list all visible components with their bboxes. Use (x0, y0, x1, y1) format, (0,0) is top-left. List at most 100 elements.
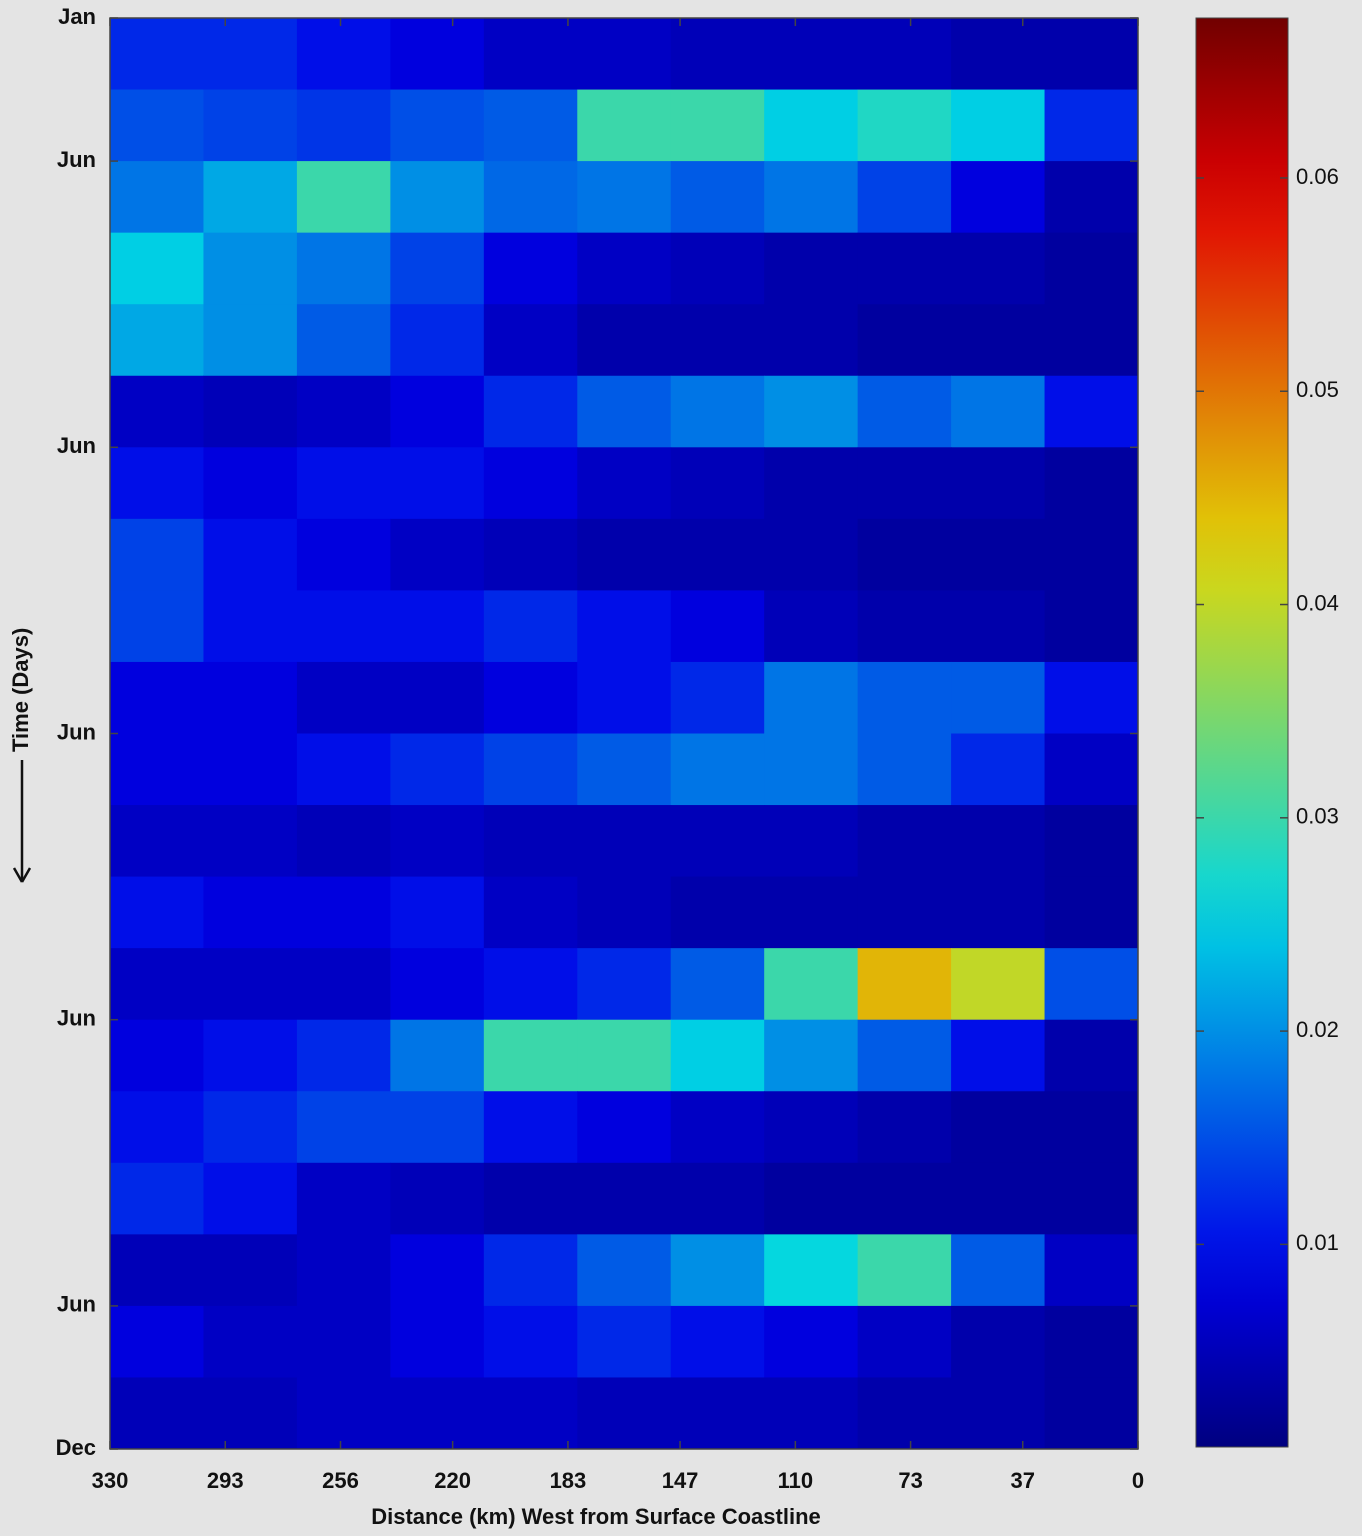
y-tick-label: Jan (58, 4, 96, 29)
colorbar-tick-label: 0.01 (1296, 1230, 1339, 1255)
x-tick-label: 220 (434, 1468, 471, 1493)
heatmap-cell (951, 805, 1046, 878)
heatmap-cell (203, 18, 298, 91)
colorbar-tick-label: 0.03 (1296, 804, 1339, 829)
heatmap-cell (203, 232, 298, 305)
heatmap-cell (577, 161, 672, 234)
heatmap-cell (670, 1019, 765, 1092)
heatmap-cell (390, 876, 485, 949)
heatmap-cell (764, 733, 859, 806)
heatmap-cell (764, 232, 859, 305)
heatmap-cell (670, 304, 765, 377)
heatmap-cell (1044, 447, 1139, 520)
y-tick-label: Jun (57, 433, 96, 458)
heatmap-cell (296, 447, 391, 520)
heatmap-cell (110, 161, 204, 234)
heatmap-cell (670, 89, 765, 162)
heatmap-cell (390, 304, 485, 377)
heatmap-cell (951, 590, 1046, 663)
heatmap-cell (203, 89, 298, 162)
heatmap-cell (951, 89, 1046, 162)
heatmap-cell (483, 18, 578, 91)
heatmap-cell (951, 1162, 1046, 1235)
heatmap-cell (483, 518, 578, 591)
heatmap-cell (390, 733, 485, 806)
heatmap-cell (1044, 89, 1139, 162)
heatmap-cell (296, 1305, 391, 1378)
heatmap-cell (577, 590, 672, 663)
heatmap-cell (110, 1162, 204, 1235)
heatmap-cell (483, 304, 578, 377)
heatmap-cell (483, 375, 578, 448)
heatmap-cell (670, 805, 765, 878)
heatmap-cell (951, 447, 1046, 520)
heatmap-cell (390, 1162, 485, 1235)
heatmap-cell (110, 89, 204, 162)
heatmap-cell (764, 447, 859, 520)
heatmap-cell (670, 876, 765, 949)
heatmap-cell (670, 161, 765, 234)
heatmap-cell (670, 18, 765, 91)
heatmap-cell (203, 161, 298, 234)
heatmap-cell (483, 1234, 578, 1307)
heatmap-cell (670, 1091, 765, 1164)
heatmap-cell (857, 518, 952, 591)
time-arrowhead (12, 867, 32, 883)
x-axis-label: Distance (km) West from Surface Coastlin… (371, 1504, 821, 1529)
heatmap-cell (483, 1377, 578, 1450)
heatmap-cell (203, 1162, 298, 1235)
heatmap-cell (390, 18, 485, 91)
heatmap-cell (764, 304, 859, 377)
heatmap-cell (203, 304, 298, 377)
heatmap-cell (110, 1305, 204, 1378)
heatmap-cell (577, 18, 672, 91)
heatmap-cell (1044, 161, 1139, 234)
x-tick-label: 37 (1010, 1468, 1034, 1493)
heatmap-cell (390, 1377, 485, 1450)
heatmap-cell (951, 948, 1046, 1021)
heatmap-cell (577, 375, 672, 448)
heatmap-cell (857, 232, 952, 305)
heatmap-cell (764, 590, 859, 663)
heatmap-cell (390, 375, 485, 448)
heatmap-cell (203, 1019, 298, 1092)
heatmap-cell (951, 232, 1046, 305)
heatmap-cell (670, 1162, 765, 1235)
heatmap-cell (951, 1091, 1046, 1164)
heatmap-cell (577, 1091, 672, 1164)
heatmap-cell (203, 447, 298, 520)
heatmap-cell (203, 1234, 298, 1307)
heatmap-cell (296, 1162, 391, 1235)
heatmap-cell (390, 1019, 485, 1092)
heatmap-cell (296, 161, 391, 234)
heatmap-cell (390, 1234, 485, 1307)
heatmap-cell (577, 948, 672, 1021)
heatmap-cell (577, 876, 672, 949)
heatmap-cell (577, 1305, 672, 1378)
heatmap-cell (857, 1019, 952, 1092)
heatmap-cell (857, 1162, 952, 1235)
heatmap-cell (296, 1019, 391, 1092)
heatmap-cell (670, 661, 765, 734)
y-tick-label: Jun (57, 147, 96, 172)
heatmap-cell (670, 1377, 765, 1450)
heatmap-cell (857, 1234, 952, 1307)
colorbar-tick-label: 0.02 (1296, 1017, 1339, 1042)
heatmap-cell (110, 1019, 204, 1092)
heatmap-cell (764, 805, 859, 878)
heatmap-cell (483, 661, 578, 734)
heatmap-cell (110, 948, 204, 1021)
heatmap-cell (296, 18, 391, 91)
heatmap-cell (483, 876, 578, 949)
heatmap-cell (764, 18, 859, 91)
heatmap-cell (483, 1019, 578, 1092)
heatmap-cell (203, 876, 298, 949)
heatmap-cell (296, 232, 391, 305)
colorbar (1195, 17, 1289, 1448)
heatmap-cell (577, 1234, 672, 1307)
heatmap-cell (764, 876, 859, 949)
heatmap-cell (857, 304, 952, 377)
heatmap-cell (951, 18, 1046, 91)
heatmap-cell (203, 590, 298, 663)
